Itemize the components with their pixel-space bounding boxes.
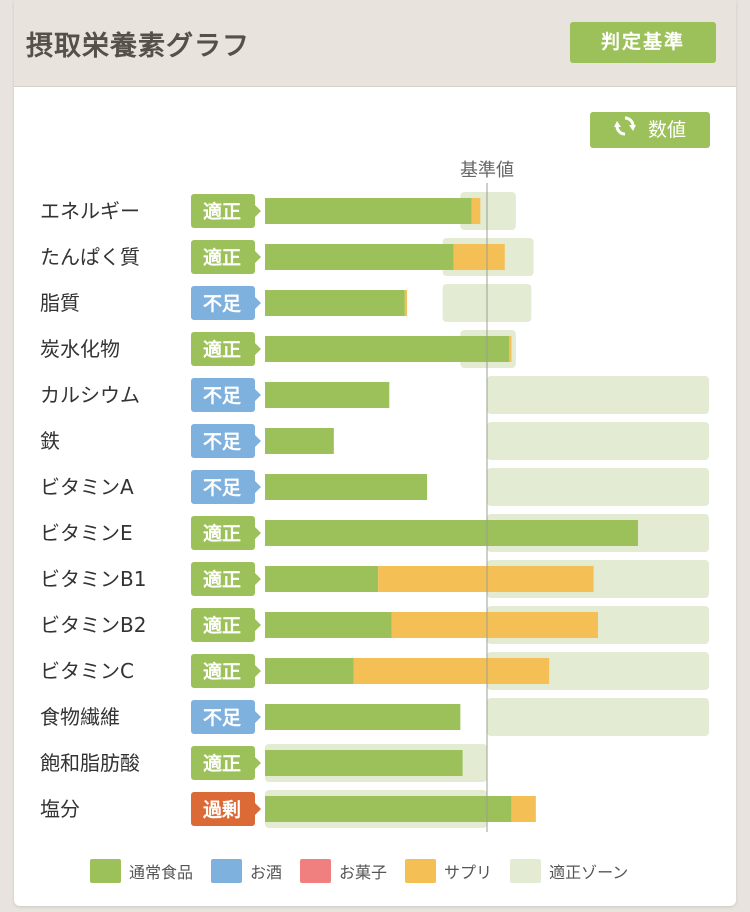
bar-1-1	[453, 244, 505, 270]
category-label-2: 脂質	[40, 291, 80, 315]
legend-swatch-4	[510, 859, 542, 883]
category-label-4: カルシウム	[40, 383, 140, 407]
status-label-2: 不足	[203, 293, 242, 315]
category-label-7: ビタミンE	[40, 521, 133, 545]
legend-swatch-2	[300, 859, 332, 883]
bar-11-0	[265, 704, 461, 730]
status-label-3: 適正	[203, 338, 241, 361]
page-title: 摂取栄養素グラフ	[26, 31, 250, 62]
bar-8-1	[378, 566, 594, 592]
zone-6	[487, 468, 709, 506]
status-label-6: 不足	[203, 477, 242, 499]
bar-5-0	[265, 428, 334, 454]
category-label-8: ビタミンB1	[40, 567, 146, 591]
bar-9-1	[391, 612, 598, 638]
legend-item-0: 通常食品	[90, 859, 193, 883]
status-label-4: 不足	[203, 385, 242, 407]
legend-label-4: 適正ゾーン	[549, 863, 629, 882]
status-label-8: 適正	[203, 568, 241, 591]
status-badge-5	[191, 424, 261, 458]
category-label-10: ビタミンC	[40, 659, 134, 683]
zone-11	[487, 698, 709, 736]
values-toggle-label: 数値	[648, 119, 687, 141]
bar-3-0	[265, 336, 510, 362]
status-badge-9	[191, 608, 261, 642]
criteria-button[interactable]: 判定基準	[570, 22, 716, 63]
status-badge-10	[191, 654, 261, 688]
status-label-12: 適正	[203, 752, 241, 775]
zone-5	[487, 422, 709, 460]
legend-swatch-3	[405, 859, 437, 883]
status-badge-2	[191, 286, 261, 320]
status-label-7: 適正	[203, 522, 241, 545]
header: 摂取栄養素グラフ 判定基準	[14, 0, 736, 87]
status-badge-0	[191, 194, 261, 228]
bar-6-0	[265, 474, 428, 500]
status-badge-4	[191, 378, 261, 412]
category-label-5: 鉄	[40, 429, 60, 453]
refresh-icon	[613, 113, 636, 149]
category-label-12: 飽和脂肪酸	[40, 751, 140, 775]
status-badge-1	[191, 240, 261, 274]
legend-label-3: サプリ	[444, 863, 493, 882]
legend-swatch-0	[90, 859, 121, 883]
status-label-1: 適正	[203, 246, 241, 269]
bar-2-0	[265, 290, 405, 316]
status-label-9: 適正	[203, 614, 241, 637]
status-badge-7	[191, 516, 261, 550]
status-badge-12	[191, 746, 261, 780]
status-label-5: 不足	[203, 431, 242, 453]
status-badge-13	[191, 792, 261, 826]
bar-1-0	[265, 244, 454, 270]
zone-4	[487, 376, 709, 414]
category-label-9: ビタミンB2	[40, 613, 146, 637]
bar-12-0	[265, 750, 463, 776]
bar-0-1	[471, 198, 481, 224]
bar-13-0	[265, 796, 512, 822]
category-label-6: ビタミンA	[40, 475, 134, 499]
category-label-11: 食物繊維	[40, 705, 120, 729]
legend-label-2: お菓子	[339, 863, 388, 882]
status-badge-3	[191, 332, 261, 366]
status-badge-8	[191, 562, 261, 596]
status-label-11: 不足	[203, 707, 242, 729]
status-label-13: 過剰	[203, 798, 241, 821]
category-label-1: たんぱく質	[40, 245, 140, 269]
bar-9-0	[265, 612, 392, 638]
bar-13-1	[511, 796, 536, 822]
status-badge-6	[191, 470, 261, 504]
category-label-13: 塩分	[40, 797, 80, 821]
values-toggle-button[interactable]: 数値	[590, 112, 710, 148]
status-label-0: 適正	[203, 200, 241, 223]
bar-8-0	[265, 566, 379, 592]
bar-3-1	[509, 336, 512, 362]
legend-label-0: 通常食品	[129, 863, 194, 882]
bar-4-0	[265, 382, 390, 408]
legend-swatch-1	[211, 859, 243, 883]
legend-label-1: お酒	[250, 863, 283, 882]
category-label-3: 炭水化物	[40, 337, 120, 361]
category-label-0: エネルギー	[40, 199, 140, 223]
bar-10-0	[265, 658, 354, 684]
status-label-10: 適正	[203, 660, 241, 683]
legend-item-3: サプリ	[405, 859, 492, 883]
legend-item-1: お酒	[211, 859, 282, 883]
reference-label: 基準値	[460, 160, 514, 181]
bar-10-1	[353, 658, 550, 684]
legend-item-2: お菓子	[300, 859, 387, 883]
bar-0-0	[265, 198, 472, 224]
legend: 通常食品 お酒 お菓子 サプリ 適正ゾーン	[90, 856, 646, 886]
bar-7-0	[265, 520, 638, 546]
bar-2-1	[404, 290, 408, 316]
legend-item-4: 適正ゾーン	[510, 859, 628, 883]
status-badge-11	[191, 700, 261, 734]
